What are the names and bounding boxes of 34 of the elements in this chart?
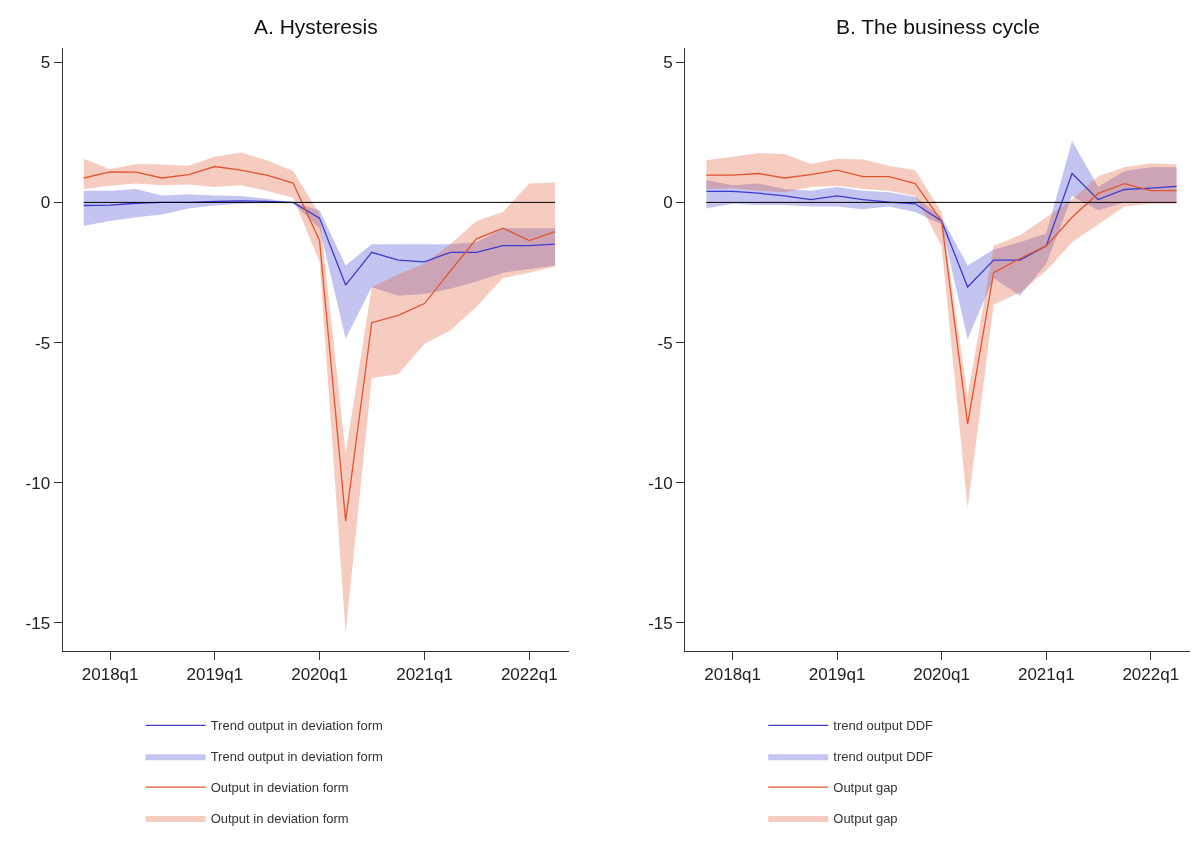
x-tick-label: 2018q1 bbox=[704, 665, 762, 685]
legend-label: Output gap bbox=[833, 780, 898, 796]
x-tick-label: 2021q1 bbox=[1017, 665, 1075, 685]
line-series bbox=[83, 200, 556, 286]
line-series bbox=[705, 169, 1178, 425]
y-tick-label: -10 bbox=[25, 473, 51, 493]
line-series bbox=[705, 172, 1178, 288]
x-tick-label: 2022q1 bbox=[500, 665, 558, 685]
text: trend output DDF bbox=[833, 749, 933, 765]
x-tick-label: 2020q1 bbox=[291, 665, 348, 685]
x-tick-label: 2021q1 bbox=[396, 665, 453, 685]
y-tick-label: -15 bbox=[25, 613, 51, 633]
y-tick-label: -5 bbox=[34, 333, 51, 353]
legend-label: Trend output in deviation form bbox=[210, 718, 383, 734]
y-tick-label: -15 bbox=[648, 613, 673, 633]
y-tick-label: 5 bbox=[40, 53, 51, 73]
text: Trend output in deviation form bbox=[210, 749, 383, 765]
x-tick-label: 2020q1 bbox=[913, 665, 970, 685]
x-tick-label: 2019q1 bbox=[186, 665, 244, 685]
chart-title: B. The business cycle bbox=[836, 15, 1040, 38]
text: Output in deviation form bbox=[210, 811, 349, 827]
text: Output gap bbox=[833, 811, 898, 827]
chart-title: A. Hysteresis bbox=[254, 15, 378, 38]
line-series bbox=[83, 165, 556, 522]
x-tick-label: 2022q1 bbox=[1122, 665, 1180, 685]
y-tick-label: -10 bbox=[648, 473, 673, 493]
legend-label: Output in deviation form bbox=[210, 780, 349, 796]
y-tick-label: -5 bbox=[657, 333, 673, 353]
y-tick-label: 5 bbox=[663, 53, 673, 73]
y-tick-label: 0 bbox=[663, 193, 673, 213]
legend-label: trend output DDF bbox=[833, 718, 934, 734]
x-tick-label: 2019q1 bbox=[808, 665, 866, 685]
y-tick-label: 0 bbox=[40, 193, 51, 213]
x-tick-label: 2018q1 bbox=[81, 665, 139, 685]
